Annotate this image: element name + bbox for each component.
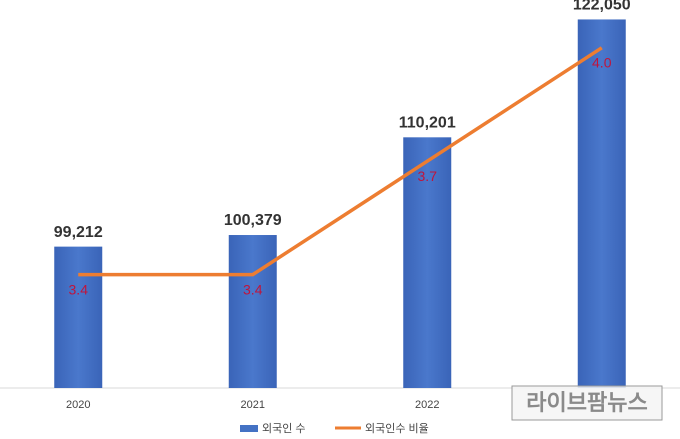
bar <box>228 235 277 388</box>
watermark: 라이브팜뉴스 <box>526 390 647 415</box>
line-value-label: 3.4 <box>243 281 263 297</box>
legend-swatch <box>240 425 258 432</box>
line-value-label: 3.4 <box>69 281 89 297</box>
bar-value-label: 99,212 <box>54 224 103 241</box>
x-tick-label: 2022 <box>415 399 439 411</box>
legend-label: 외국인수 비율 <box>365 422 429 435</box>
x-tick-label: 2020 <box>66 399 90 411</box>
bar-value-label: 122,050 <box>573 0 631 14</box>
line-value-label: 3.7 <box>418 168 438 184</box>
bar <box>403 137 452 388</box>
legend-label: 외국인 수 <box>262 422 306 435</box>
bar-value-label: 110,201 <box>399 115 456 132</box>
line <box>78 46 603 277</box>
bar-value-label: 100,379 <box>224 212 282 229</box>
x-tick-label: 2021 <box>241 399 265 411</box>
bar <box>577 19 626 388</box>
line-value-label: 4.0 <box>592 55 612 71</box>
watermark-box <box>511 385 663 421</box>
bar <box>54 246 103 388</box>
